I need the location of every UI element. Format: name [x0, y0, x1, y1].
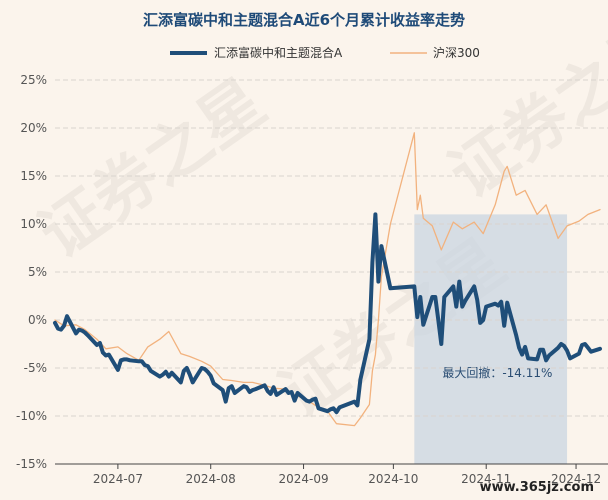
y-tick-label: 20% [20, 121, 47, 135]
legend: 汇添富碳中和主题混合A 沪深300 [170, 45, 480, 60]
watermark-text: 证券之星 [437, 6, 608, 213]
source-text: www.365jz.com [480, 480, 594, 495]
drawdown-region [414, 214, 568, 464]
x-tick-label: 2024-09 [278, 472, 328, 486]
y-tick-label: 0% [28, 313, 47, 327]
y-tick-label: 25% [20, 73, 47, 87]
legend-label-fund: 汇添富碳中和主题混合A [214, 45, 343, 60]
drawdown-label: 最大回撤：-14.11% [442, 365, 552, 380]
legend-label-index: 沪深300 [433, 46, 480, 60]
watermark-text: 证券之星 [27, 66, 279, 273]
y-tick-label: 10% [20, 217, 47, 231]
grid-layer: 25% 20% 15% 10% 5% 0% -5% -10% -15% [16, 73, 608, 471]
drawdown-layer: 最大回撤：-14.11% [414, 214, 568, 464]
legend-item-index[interactable]: 沪深300 [390, 46, 480, 60]
series-line-index [54, 132, 601, 427]
series-layer [53, 132, 602, 427]
chart-title: 汇添富碳中和主题混合A近6个月累计收益率走势 [143, 11, 465, 29]
y-tick-label: 15% [20, 169, 47, 183]
y-tick-label: -15% [16, 457, 47, 471]
x-tick-label: 2024-12 [551, 472, 601, 486]
legend-item-fund[interactable]: 汇添富碳中和主题混合A [170, 45, 343, 60]
x-tick-label: 2024-10 [368, 472, 418, 486]
series-line-fund [53, 212, 602, 415]
y-tick-label: 5% [28, 265, 47, 279]
axis-layer: 2024-07 2024-08 2024-09 2024-10 2024-11 2024-… [55, 463, 608, 486]
y-tick-label: -10% [16, 409, 47, 423]
y-tick-label: -5% [24, 361, 47, 375]
x-tick-label: 2024-11 [461, 472, 511, 486]
x-tick-label: 2024-08 [186, 472, 236, 486]
x-tick-label: 2024-07 [93, 472, 143, 486]
